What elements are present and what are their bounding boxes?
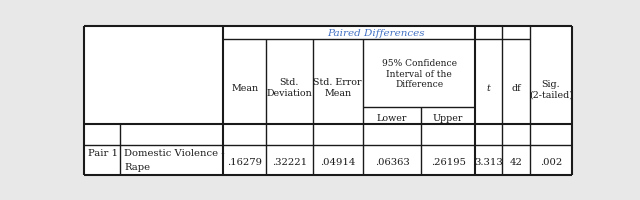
Text: 3.313: 3.313 [474,157,503,166]
Text: Upper: Upper [433,113,463,122]
Text: .04914: .04914 [320,157,355,166]
Text: Rape: Rape [124,162,150,171]
Text: .06363: .06363 [374,157,410,166]
Text: Sig.
(2-tailed): Sig. (2-tailed) [529,79,573,99]
Text: .32221: .32221 [272,157,307,166]
Text: Mean: Mean [231,83,259,92]
Text: .16279: .16279 [227,157,262,166]
Text: 95% Confidence
Interval of the
Difference: 95% Confidence Interval of the Differenc… [381,59,456,89]
Text: 42: 42 [509,157,522,166]
Text: .002: .002 [540,157,562,166]
Text: df: df [511,83,521,92]
Text: Pair 1: Pair 1 [88,149,118,158]
Text: Domestic Violence -: Domestic Violence - [124,149,225,158]
Text: t: t [487,83,491,92]
Text: Std.
Deviation: Std. Deviation [266,78,312,97]
Text: Paired Differences: Paired Differences [328,29,425,38]
Text: Lower: Lower [377,113,407,122]
Text: Std. Error
Mean: Std. Error Mean [314,78,362,97]
Text: .26195: .26195 [431,157,466,166]
